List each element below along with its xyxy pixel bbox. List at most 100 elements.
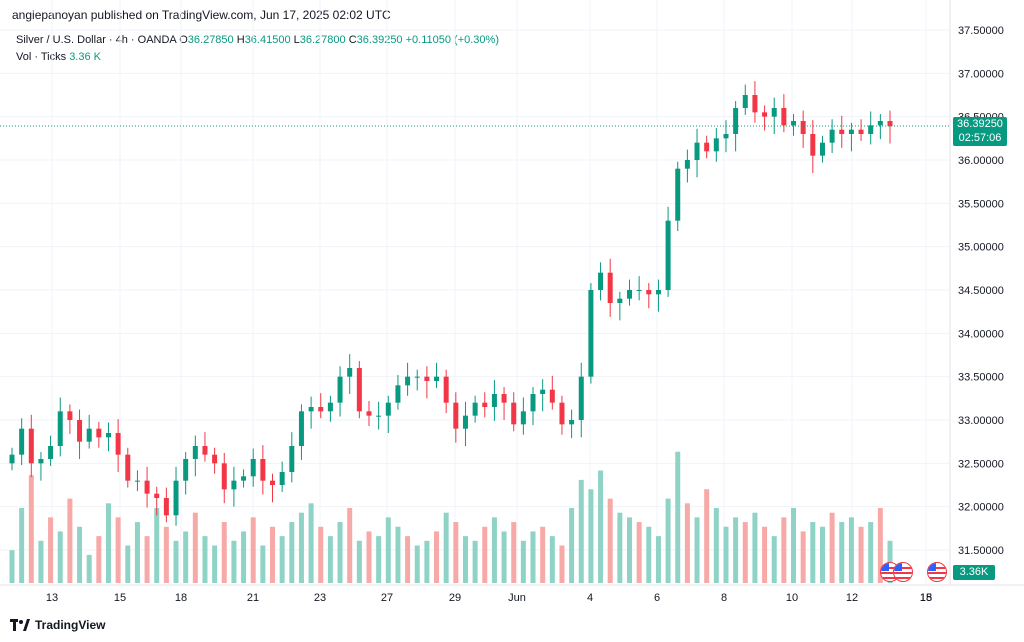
high-label: H [236, 34, 245, 46]
candle-body [752, 95, 758, 113]
volume-bar [28, 475, 34, 583]
candle-body [173, 480, 179, 516]
candle-body [270, 480, 276, 485]
time-tick-label: 27 [381, 592, 393, 604]
volume-bar [202, 536, 208, 583]
volume-bar [482, 526, 488, 583]
volume-bar [279, 536, 285, 583]
candle-body [125, 454, 131, 481]
volume-bar [578, 479, 584, 583]
candle-body [289, 446, 295, 472]
bar-countdown: 02:57:06 [958, 132, 1002, 144]
volume-bar [646, 526, 652, 583]
volume-label[interactable]: Vol · Ticks [16, 51, 67, 63]
price-tick-label: 31.50000 [958, 545, 1004, 557]
candle-body [356, 368, 362, 412]
candle-body [646, 290, 652, 295]
volume-bar [626, 517, 632, 583]
close-label: C [348, 34, 357, 46]
candle-body [48, 446, 54, 459]
volume-bar [414, 545, 420, 583]
price-tick-label: 35.00000 [958, 242, 1004, 254]
us-flag-icon[interactable] [927, 562, 947, 582]
volume-bar [48, 517, 54, 583]
candle-body [491, 394, 497, 407]
price-tick-label: 34.00000 [958, 328, 1004, 340]
volume-bar [868, 522, 874, 583]
candle-body [588, 290, 594, 377]
volume-bar [173, 540, 179, 583]
candle-body [38, 459, 44, 464]
candle-body [617, 298, 623, 303]
chart-legend: Silver / U.S. Dollar · 4h · OANDA O36.27… [16, 32, 499, 66]
candle-body [183, 459, 189, 481]
volume-bar [192, 512, 198, 583]
symbol-label[interactable]: Silver / U.S. Dollar · 4h · OANDA [16, 34, 177, 46]
grid-lines [0, 0, 950, 585]
volume-bar [791, 508, 797, 583]
volume-bar [733, 517, 739, 583]
price-tick-label: 33.00000 [958, 415, 1004, 427]
tradingview-footer[interactable]: TradingView [10, 618, 105, 632]
candle-body [279, 472, 285, 485]
volume-bar [713, 508, 719, 583]
candle-body [887, 121, 893, 127]
price-tick-label: 34.50000 [958, 285, 1004, 297]
price-axis[interactable]: 37.5000037.0000036.5000036.0000035.50000… [958, 25, 1004, 557]
candle-body [318, 407, 324, 412]
volume-bar [617, 512, 623, 583]
candle-body [134, 480, 140, 482]
volume-bar [655, 536, 661, 583]
time-tick-label: 15 [920, 592, 932, 604]
volume-bar [289, 522, 295, 583]
volume-bar [318, 526, 324, 583]
volume-bar [742, 522, 748, 583]
candle-body [549, 389, 555, 403]
time-tick-label: 18 [175, 592, 187, 604]
candle-body [395, 385, 401, 403]
candle-body [366, 411, 372, 416]
candle-body [482, 402, 488, 407]
volume-bar [598, 470, 604, 583]
candle-body [221, 463, 227, 490]
volume-bar [376, 536, 382, 583]
volume-bar [520, 540, 526, 583]
candle-body [86, 428, 92, 442]
volume-bar [800, 531, 806, 583]
candle-body [154, 493, 160, 498]
candle-body [520, 411, 526, 425]
volume-bar [762, 526, 768, 583]
candle-body [57, 411, 63, 446]
candle-body [511, 402, 517, 425]
volume-bar [607, 498, 613, 583]
time-tick-label: 23 [314, 592, 326, 604]
close-value: 36.39250 [356, 34, 403, 46]
us-flag-icon[interactable] [893, 562, 913, 582]
candle-body [260, 459, 266, 481]
candle-body [810, 134, 816, 156]
candle-body [501, 394, 507, 403]
tradingview-brand: TradingView [35, 618, 106, 632]
price-tick-label: 37.00000 [958, 68, 1004, 80]
candle-body [115, 433, 121, 455]
open-value: 36.27850 [187, 34, 234, 46]
volume-bar [704, 489, 710, 583]
candle-body [472, 402, 478, 416]
candle-body [791, 121, 797, 126]
candle-body [829, 129, 835, 143]
candle-body [96, 428, 102, 438]
volume-bar [125, 545, 131, 583]
volume-bar [434, 531, 440, 583]
volume-bar [327, 536, 333, 583]
candle-body [858, 129, 864, 134]
candle-body [202, 446, 208, 455]
time-tick-label: 21 [247, 592, 259, 604]
candle-body [665, 220, 671, 290]
volume-bar [38, 540, 44, 583]
candle-body [530, 394, 536, 412]
volume-bar [356, 540, 362, 583]
volume-bar [781, 517, 787, 583]
volume-bar [752, 512, 758, 583]
